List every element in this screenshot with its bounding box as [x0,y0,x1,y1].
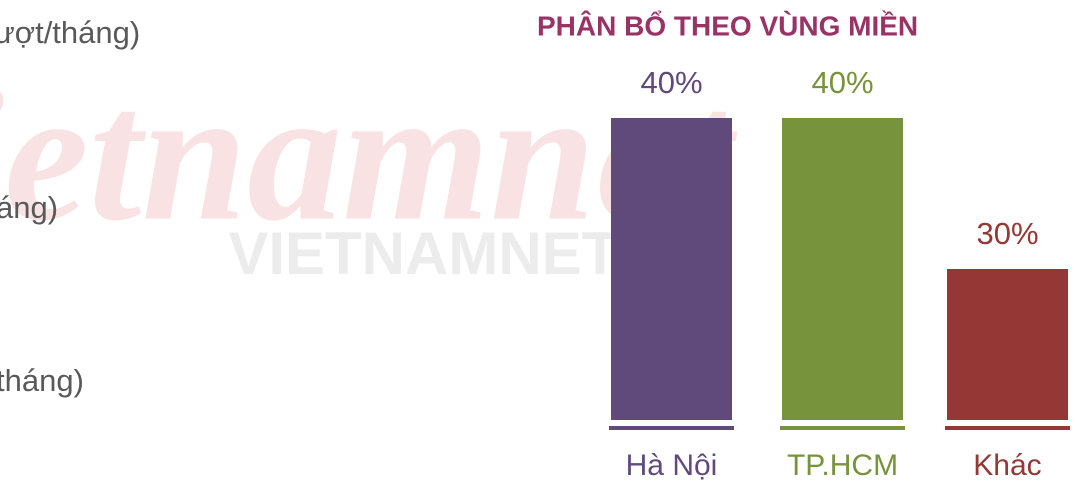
x-tick-label: Khác [973,449,1041,482]
bar [947,269,1068,420]
value-label: 40% [811,65,873,100]
value-label: 30% [976,216,1038,251]
side-text: áng) [0,190,58,225]
chart-title: PHÂN BỔ THEO VÙNG MIỀN [537,10,918,41]
x-tick-label: Hà Nội [626,449,718,482]
side-text: tháng) [0,363,84,398]
x-tick-label: TP.HCM [787,449,898,482]
side-text: ượt/tháng) [0,15,140,50]
value-label: 40% [640,65,702,100]
bar [611,118,732,420]
bar [782,118,903,420]
